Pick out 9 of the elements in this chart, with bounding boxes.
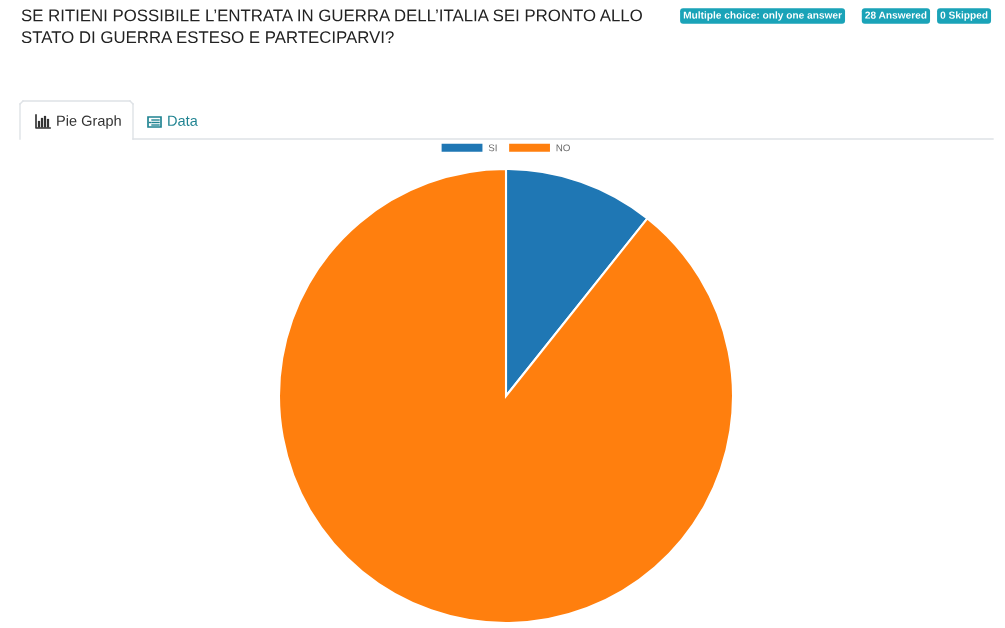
- legend-label: NO: [556, 144, 570, 152]
- text: 0 Skipped: [940, 11, 988, 21]
- text: 28 Answered: [865, 11, 927, 19]
- legend-label: SI: [488, 144, 497, 152]
- pie-slice: [277, 167, 735, 625]
- text: Pie Graph: [57, 115, 121, 129]
- text: Multiple choice: only one answer: [683, 11, 842, 21]
- chart-title: SE RITIENI POSSIBILE L’ENTRATA IN GUERRA DELL’ITALIA SEI PRONTO ALLO STATO DI GUERRA ESTESO E PARTECIPARVI?: [21, 9, 642, 44]
- text: Data: [168, 115, 198, 126]
